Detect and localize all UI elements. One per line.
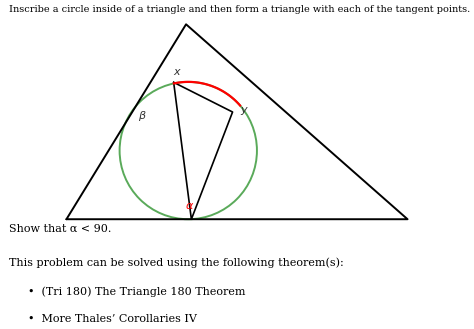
Text: $\alpha$: $\alpha$ [185, 201, 194, 211]
Text: $x$: $x$ [173, 66, 182, 77]
Text: Inscribe a circle inside of a triangle and then form a triangle with each of the: Inscribe a circle inside of a triangle a… [9, 5, 471, 13]
Text: •  More Thales’ Corollaries IV: • More Thales’ Corollaries IV [27, 314, 197, 324]
Text: This problem can be solved using the following theorem(s):: This problem can be solved using the fol… [9, 257, 344, 268]
Text: $\beta$: $\beta$ [138, 110, 147, 123]
Text: $y$: $y$ [240, 105, 249, 117]
Text: •  (Tri 180) The Triangle 180 Theorem: • (Tri 180) The Triangle 180 Theorem [27, 287, 245, 297]
Text: Show that α < 90.: Show that α < 90. [9, 224, 112, 234]
